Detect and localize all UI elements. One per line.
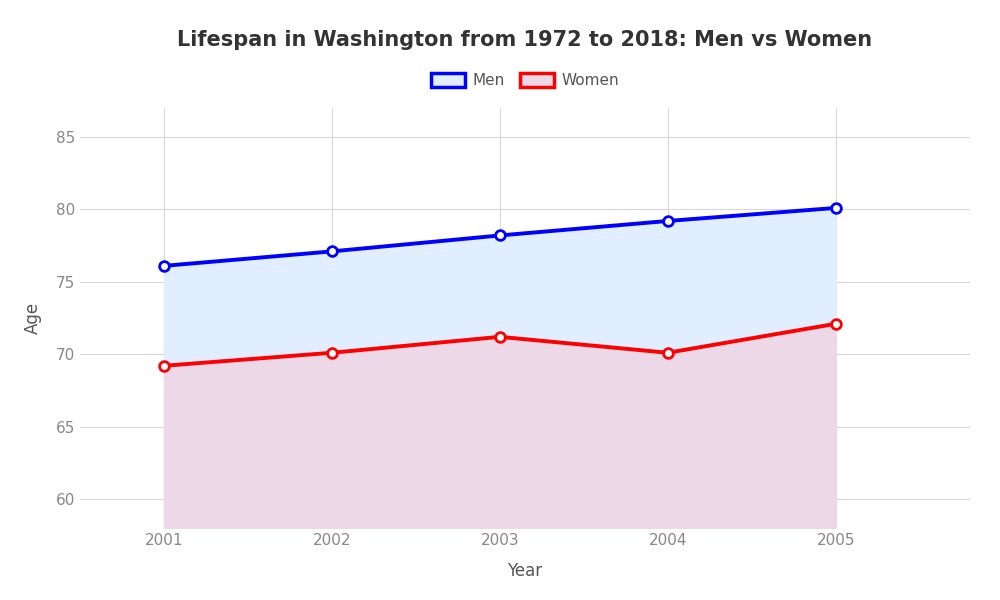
- Title: Lifespan in Washington from 1972 to 2018: Men vs Women: Lifespan in Washington from 1972 to 2018…: [177, 29, 873, 49]
- Legend: Men, Women: Men, Women: [424, 65, 626, 95]
- Y-axis label: Age: Age: [24, 302, 42, 334]
- X-axis label: Year: Year: [507, 562, 543, 580]
